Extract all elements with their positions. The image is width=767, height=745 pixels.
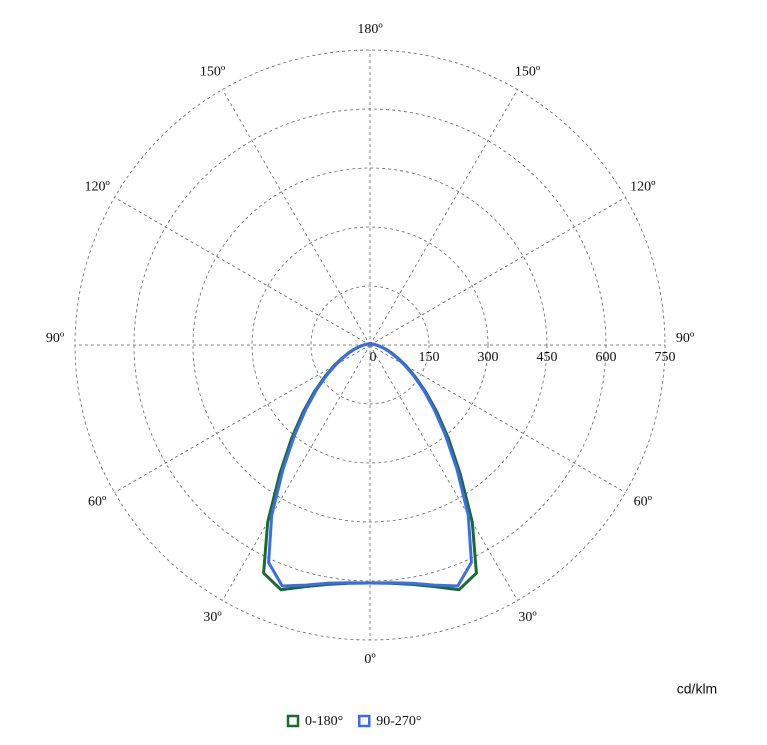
grid-circle <box>310 285 430 405</box>
grid-line <box>222 344 371 601</box>
angle-tick-label: 60º <box>88 495 107 510</box>
legend-label: 0-180° <box>305 714 343 729</box>
grid-circle <box>251 226 489 464</box>
r-tick-label: 450 <box>537 350 558 365</box>
angle-tick-label: 30º <box>518 610 537 625</box>
angle-tick-label: 0º <box>364 652 376 667</box>
angle-tick-label: 90º <box>46 331 65 346</box>
angle-tick-label: 90º <box>676 331 695 346</box>
grid-line <box>369 197 626 346</box>
r-tick-label: 750 <box>655 350 676 365</box>
grid-line <box>114 344 371 493</box>
grid-line <box>369 344 518 601</box>
angle-tick-label: 150º <box>515 64 541 79</box>
grid-line <box>114 197 371 346</box>
legend-swatch <box>358 714 371 728</box>
angle-tick-label: 120º <box>85 180 111 195</box>
r-tick-label: 150 <box>419 350 440 365</box>
angle-tick-label: 30º <box>203 610 222 625</box>
angle-tick-label: 180º <box>357 22 383 37</box>
series-line <box>262 342 372 592</box>
r-tick-label: 300 <box>478 350 499 365</box>
legend-swatch <box>286 714 300 728</box>
grid-line <box>369 89 518 346</box>
angle-tick-label: 60º <box>634 495 653 510</box>
legend-label: 90-270° <box>376 714 421 729</box>
angle-tick-label: 150º <box>200 64 226 79</box>
grid-line <box>222 89 371 346</box>
angle-tick-label: 120º <box>630 180 656 195</box>
series-line <box>368 342 473 588</box>
r-tick-label: 0 <box>370 350 377 365</box>
r-tick-label: 600 <box>596 350 617 365</box>
series-line <box>267 342 372 588</box>
series-line <box>368 342 478 592</box>
grid-line <box>369 344 626 493</box>
unit-label: cd/klm <box>677 681 717 697</box>
